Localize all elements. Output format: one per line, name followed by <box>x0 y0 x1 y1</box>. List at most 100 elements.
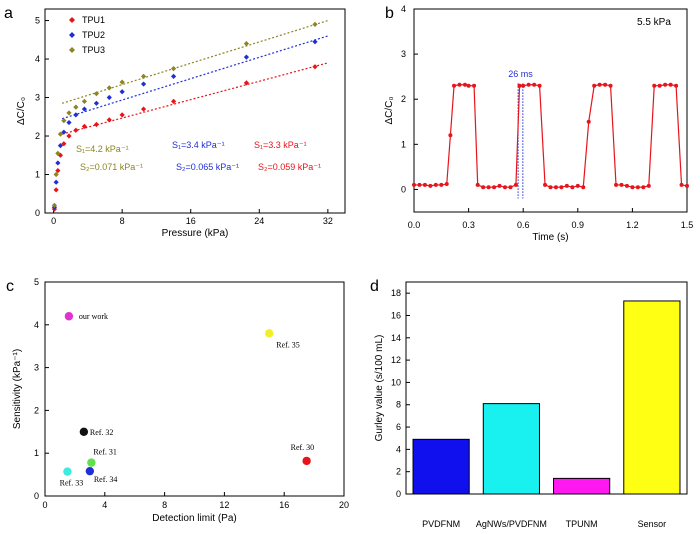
panel-b-point <box>603 82 608 87</box>
panel-d-ytick-label: 16 <box>391 310 401 320</box>
panel-b-ylabel: ΔC/C₀ <box>384 96 395 124</box>
panel-b-point <box>581 185 586 190</box>
panel-a-point <box>312 21 318 27</box>
panel-a-ylabel: ΔC/C₀ <box>16 97 27 125</box>
panel-d-category-label: Sensor <box>638 519 667 529</box>
panel-c-xlabel: Detection limit (Pa) <box>152 513 236 524</box>
panel-a-point <box>106 117 112 123</box>
panel-b-point <box>646 183 651 188</box>
panel-d-chart: 0 2 4 6 8 10 12 14 16 18 Gurley value (s/100 mL) PV… <box>374 281 688 529</box>
panel-a-point <box>53 179 59 185</box>
panel-a-ytick-label: 4 <box>35 54 40 64</box>
panel-c-xtick-label: 16 <box>279 500 289 510</box>
panel-a-point <box>73 112 79 118</box>
panel-d-ytick-label: 10 <box>391 377 401 387</box>
panel-a-chart: 0 8 16 24 32 0 1 2 3 4 5 Pressure (kPa) ΔC/C₀ TPU1 TPU… <box>16 8 346 239</box>
panel-b-point <box>570 185 575 190</box>
panel-a-ytick-label: 5 <box>35 16 40 26</box>
panel-b-point <box>472 83 477 88</box>
panel-a-point <box>312 39 318 45</box>
panel-b-point <box>663 82 668 87</box>
panel-a-point <box>81 123 88 129</box>
panel-a-point <box>170 98 177 104</box>
panel-b-point <box>679 182 684 187</box>
panel-a-point <box>55 168 61 174</box>
panel-b-point <box>412 182 416 187</box>
panel-c-point <box>302 456 311 466</box>
panel-c-xtick-label: 4 <box>102 500 107 510</box>
panel-d-category-label: PVDFNM <box>422 519 460 529</box>
panel-c-ytick-label: 2 <box>34 405 39 415</box>
panel-b-xtick-label: 0.3 <box>462 220 475 230</box>
panel-c-axes-frame <box>44 281 345 497</box>
panel-b-point <box>553 185 558 190</box>
panel-b-point <box>521 83 526 88</box>
panel-c-ytick-label: 0 <box>34 491 39 501</box>
panel-a-point <box>57 131 64 137</box>
panel-a-point <box>140 106 147 112</box>
panel-c-point <box>79 427 89 436</box>
panel-b-point <box>452 83 457 88</box>
panel-d-ytick-label: 0 <box>396 489 401 499</box>
panel-c-point-label: Ref. 30 <box>291 443 315 452</box>
panel-label-d: d <box>370 278 379 295</box>
panel-c-point-label: Ref. 34 <box>94 475 118 484</box>
panel-b-ytick-label: 0 <box>401 184 406 194</box>
panel-b-point <box>652 83 657 88</box>
panel-b-point <box>457 82 462 87</box>
panel-a-point <box>119 89 125 95</box>
panel-b-point <box>624 183 629 188</box>
panel-a-point <box>61 118 67 124</box>
panel-b-point <box>428 183 433 188</box>
panel-c-xtick-label: 20 <box>339 500 349 510</box>
panel-a-point <box>81 106 88 112</box>
panel-c-ytick-label: 4 <box>34 320 39 330</box>
panel-a-legend-marker <box>69 47 75 53</box>
panel-b-xtick-label: 0.9 <box>572 220 585 230</box>
panel-a-point <box>61 129 67 135</box>
panel-b-point <box>614 182 619 187</box>
panel-d-bar <box>412 438 470 495</box>
panel-b-point <box>492 185 497 190</box>
panel-c-point <box>87 458 96 467</box>
panel-b-point <box>685 183 689 188</box>
panel-b-point <box>586 119 591 124</box>
panel-b-point <box>537 83 542 88</box>
panel-c-ytick-label: 5 <box>34 277 39 287</box>
panel-b-point <box>422 182 427 187</box>
panel-c-point-label: Ref. 32 <box>90 428 114 437</box>
panel-c-point-label: our work <box>79 312 108 321</box>
panel-a-point <box>93 91 100 97</box>
panel-c-ylabel: Sensitivity (kPa⁻¹) <box>12 349 23 429</box>
panel-b-ytick-label: 2 <box>401 94 406 104</box>
panel-b-xtick-label: 0.6 <box>517 220 530 230</box>
panel-c-xtick-label: 8 <box>162 500 167 510</box>
panel-label-a: a <box>4 5 13 22</box>
panel-d-category-label: TPUNM <box>566 519 598 529</box>
panel-d-ytick-label: 2 <box>396 467 401 477</box>
panel-a-legend-marker <box>69 17 75 23</box>
panel-b-point <box>597 82 602 87</box>
panel-b-title: 5.5 kPa <box>637 17 671 28</box>
panel-b-point <box>508 185 513 190</box>
panel-b-ytick-label: 3 <box>401 49 406 59</box>
panel-d-bar <box>553 477 611 495</box>
panel-a-ytick-label: 2 <box>35 131 40 141</box>
panel-d-ytick-label: 4 <box>396 444 401 454</box>
panel-b-point <box>657 83 662 88</box>
panel-a-legend-label: TPU2 <box>82 30 105 40</box>
panel-c-xtick-label: 12 <box>219 500 229 510</box>
panel-d-ytick-label: 8 <box>396 400 401 410</box>
panel-b-point <box>439 182 444 187</box>
panel-a-fit-line <box>61 62 329 135</box>
panel-b-ytick-label: 1 <box>401 139 406 149</box>
panel-a-xtick-label: 16 <box>186 216 196 226</box>
panel-a-point <box>73 127 79 133</box>
panel-b-point <box>475 182 480 187</box>
panel-d-category-label: AgNWs/PVDFNM <box>476 519 547 529</box>
panel-a-point <box>170 73 177 79</box>
panel-b-series-line <box>414 84 688 188</box>
panel-b-point <box>635 185 640 190</box>
panel-a-point <box>51 202 58 208</box>
panel-b-point <box>497 183 502 188</box>
